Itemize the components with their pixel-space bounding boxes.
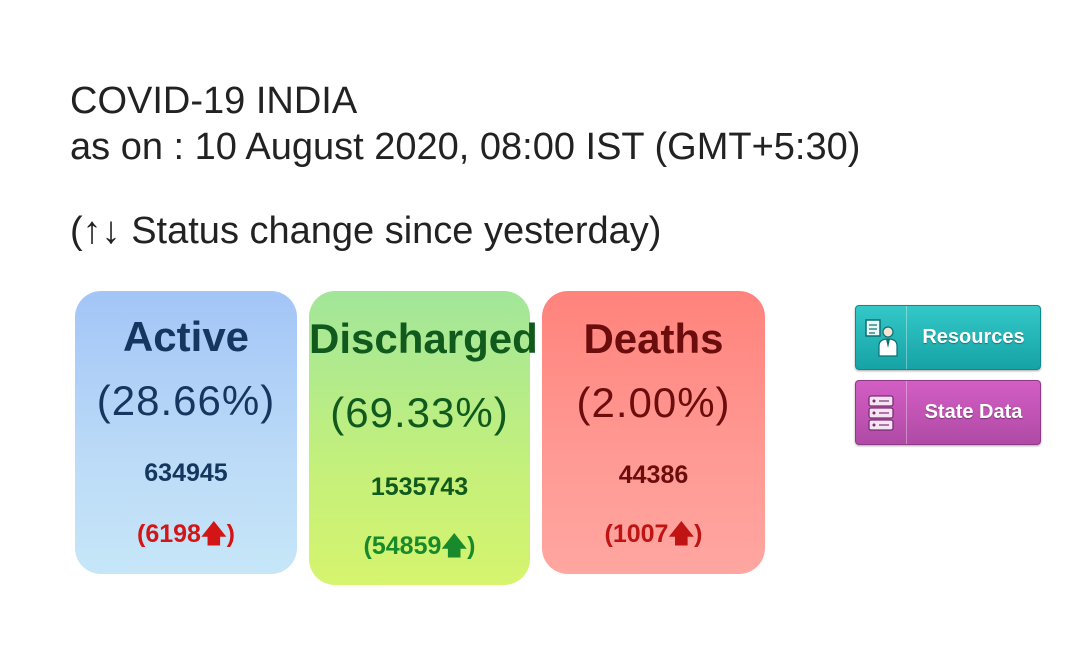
deaths-count: 44386 — [618, 461, 689, 489]
active-delta-close: ) — [226, 520, 235, 548]
page-heading: COVID-19 INDIA as on : 10 August 2020, 0… — [70, 78, 860, 170]
deaths-delta: (1007🡅) — [542, 515, 765, 558]
deaths-percent: (2.00%) — [576, 379, 731, 426]
active-title: Active — [122, 313, 250, 360]
active-count: 634945 — [144, 459, 228, 487]
resources-person-icon — [856, 306, 907, 369]
discharged-card: Discharged (69.33%) 1535743 (54859🡅) — [309, 291, 538, 585]
discharged-title: Discharged — [309, 315, 538, 362]
arrow-up-icon: 🡅 — [668, 520, 695, 548]
arrow-up-icon: 🡅 — [441, 532, 468, 560]
deaths-delta-close: ) — [694, 520, 703, 548]
state-data-button[interactable]: State Data — [855, 380, 1041, 445]
active-delta-value: (6198 — [137, 520, 201, 548]
server-stack-icon — [856, 381, 907, 444]
arrow-up-icon: 🡅 — [200, 520, 227, 548]
as-on-timestamp: as on : 10 August 2020, 08:00 IST (GMT+5… — [70, 126, 861, 168]
deaths-card: Deaths (2.00%) 44386 (1007🡅) — [542, 291, 765, 574]
resources-label: Resources — [922, 326, 1025, 348]
state-data-label: State Data — [924, 401, 1023, 423]
active-delta: (6198🡅) — [75, 515, 297, 558]
discharged-delta-close: ) — [467, 532, 476, 560]
discharged-percent: (69.33%) — [330, 389, 509, 436]
deaths-title: Deaths — [583, 315, 724, 362]
deaths-delta-value: (1007 — [604, 520, 669, 548]
discharged-delta-value: (54859 — [363, 532, 442, 560]
page-title: COVID-19 INDIA — [70, 80, 358, 122]
active-percent: (28.66%) — [96, 377, 276, 424]
resources-button[interactable]: Resources — [855, 305, 1041, 370]
status-change-note: (↑↓ Status change since yesterday) — [70, 210, 662, 252]
active-card: Active (28.66%) 634945 (6198🡅) — [75, 291, 297, 574]
discharged-delta: (54859🡅) — [309, 527, 530, 570]
discharged-count: 1535743 — [370, 473, 469, 501]
